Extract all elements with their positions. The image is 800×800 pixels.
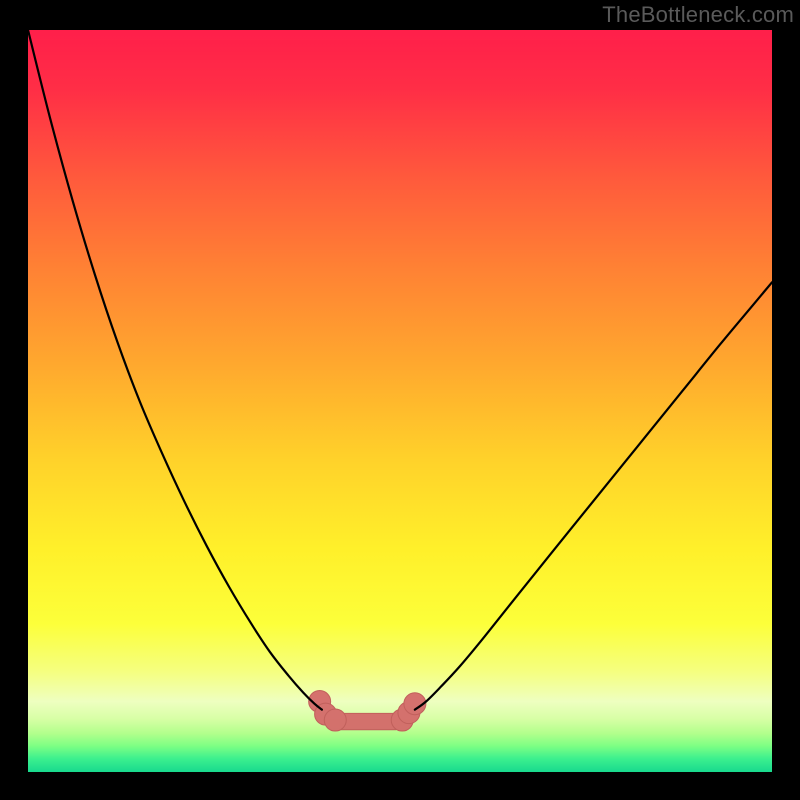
chart-frame: TheBottleneck.com <box>0 0 800 800</box>
watermark-text: TheBottleneck.com <box>602 2 794 28</box>
chart-svg <box>28 30 772 772</box>
marker-dot <box>324 709 346 731</box>
chart-plot-area <box>28 30 772 772</box>
